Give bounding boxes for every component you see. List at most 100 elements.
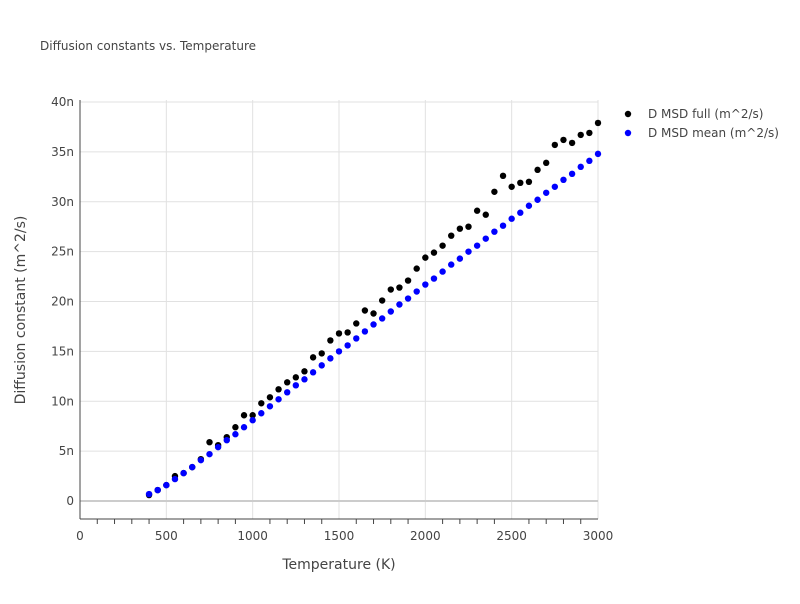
- data-point-full: [508, 183, 515, 190]
- data-point-full: [404, 277, 412, 284]
- y-tick-label: 15n: [51, 344, 74, 358]
- data-point-full: [543, 159, 550, 167]
- y-tick-label: 5n: [59, 444, 74, 458]
- data-point-mean: [171, 475, 179, 483]
- data-point-mean: [525, 202, 533, 209]
- data-point-mean: [413, 288, 420, 295]
- data-point-full: [327, 337, 334, 344]
- data-point-mean: [309, 369, 317, 376]
- data-point-mean: [568, 170, 576, 178]
- legend-marker: [624, 129, 632, 137]
- x-tick-label: 2000: [410, 529, 441, 543]
- data-point-mean: [594, 150, 602, 158]
- data-point-mean: [266, 403, 274, 410]
- data-point-mean: [292, 382, 300, 389]
- data-point-mean: [353, 335, 360, 342]
- data-point-mean: [387, 308, 394, 315]
- data-point-mean: [508, 215, 515, 222]
- data-point-full: [266, 394, 274, 401]
- data-point-full: [413, 265, 420, 272]
- data-point-full: [275, 386, 282, 393]
- data-point-mean: [577, 163, 584, 171]
- data-point-full: [370, 310, 377, 317]
- data-point-full: [586, 129, 593, 137]
- data-point-mean: [543, 189, 550, 196]
- data-point-full: [387, 286, 394, 293]
- data-point-full: [361, 307, 369, 314]
- y-tick-label: 25n: [51, 245, 74, 259]
- data-point-mean: [448, 261, 455, 268]
- data-point-mean: [422, 281, 429, 288]
- data-point-mean: [145, 490, 153, 498]
- data-point-mean: [344, 342, 351, 349]
- data-point-full: [206, 438, 213, 446]
- data-point-mean: [214, 443, 222, 451]
- data-point-mean: [586, 157, 593, 165]
- data-point-mean: [491, 228, 498, 235]
- data-point-full: [430, 249, 438, 256]
- data-point-mean: [473, 242, 481, 249]
- data-point-mean: [404, 295, 412, 302]
- data-point-mean: [456, 255, 464, 262]
- data-point-mean: [499, 222, 507, 229]
- data-point-mean: [482, 235, 489, 242]
- data-point-mean: [232, 431, 239, 438]
- data-point-mean: [560, 176, 567, 184]
- axes: 0 500 1000 1500 2000 2500 3000 0 5n 10n 15n 20n 25n 3…: [51, 95, 613, 543]
- data-point-mean: [301, 376, 308, 383]
- data-point-full: [551, 141, 559, 149]
- x-axis-title: Temperature (K): [281, 557, 395, 573]
- data-point-full: [577, 131, 584, 139]
- data-point-full: [525, 178, 533, 186]
- data-point-mean: [378, 315, 386, 322]
- data-point-full: [594, 119, 602, 127]
- data-point-full: [335, 330, 343, 337]
- x-tick-label: 1500: [324, 529, 355, 543]
- data-point-mean: [439, 268, 446, 275]
- data-point-full: [396, 284, 403, 291]
- data-point-mean: [284, 389, 291, 396]
- data-point-mean: [275, 396, 282, 403]
- data-point-mean: [318, 362, 325, 369]
- data-point-mean: [206, 450, 213, 458]
- data-point-mean: [396, 301, 403, 308]
- chart-title: Diffusion constants vs. Temperature: [40, 39, 256, 53]
- data-point-full: [309, 354, 317, 361]
- data-point-full: [448, 232, 455, 239]
- data-point-full: [378, 297, 386, 304]
- data-point-mean: [430, 275, 438, 282]
- data-point-full: [439, 242, 446, 249]
- x-tick-label: 2500: [496, 529, 527, 543]
- data-point-full: [232, 424, 239, 431]
- x-tick-label: 1000: [237, 529, 268, 543]
- data-point-mean: [249, 417, 256, 424]
- data-point-full: [353, 320, 360, 327]
- data-point-mean: [517, 209, 524, 216]
- data-point-full: [473, 207, 481, 214]
- data-point-mean: [258, 410, 265, 417]
- y-tick-label: 35n: [51, 145, 74, 159]
- data-point-mean: [370, 321, 377, 328]
- legend-label: D MSD mean (m^2/s): [648, 126, 779, 140]
- data-point-full: [517, 179, 524, 187]
- y-tick-label: 30n: [51, 195, 74, 209]
- data-point-full: [482, 211, 489, 218]
- data-point-full: [318, 350, 325, 357]
- data-point-full: [491, 188, 498, 195]
- data-point-mean: [327, 355, 334, 362]
- y-tick-label: 10n: [51, 394, 74, 408]
- legend-label: D MSD full (m^2/s): [648, 107, 763, 121]
- data-point-mean: [154, 486, 161, 494]
- data-point-mean: [189, 463, 196, 471]
- data-points: [145, 119, 602, 499]
- x-tick-label: 500: [155, 529, 178, 543]
- data-point-full: [568, 139, 576, 147]
- data-point-mean: [361, 328, 369, 335]
- data-point-full: [240, 412, 248, 419]
- data-point-mean: [163, 481, 170, 489]
- data-point-mean: [180, 469, 187, 477]
- legend-marker: [624, 110, 632, 118]
- data-point-full: [560, 136, 567, 144]
